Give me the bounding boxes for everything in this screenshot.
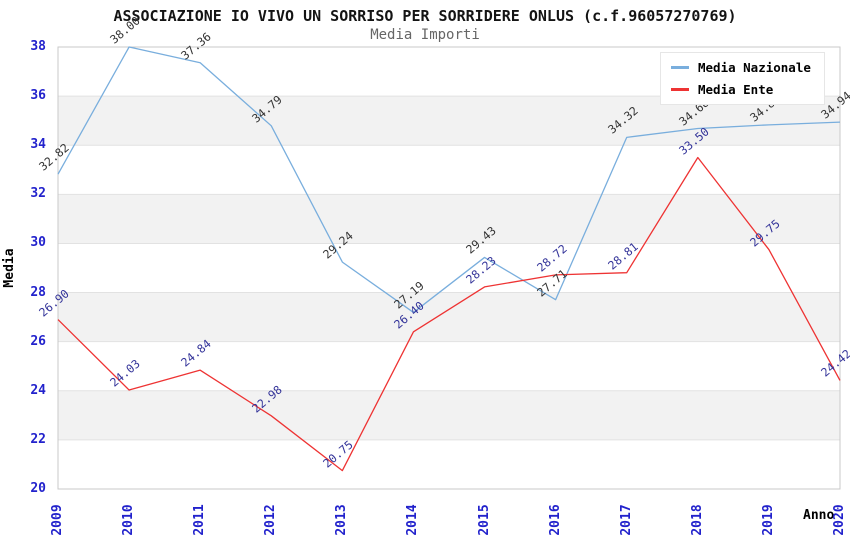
x-tick-label: 2014 [405, 504, 421, 536]
legend-item: Media Nazionale [671, 60, 811, 75]
y-tick-label: 20 [30, 481, 46, 496]
x-tick-label: 2020 [832, 504, 847, 536]
x-tick-label: 2013 [334, 504, 350, 536]
x-tick-label: 2011 [192, 504, 208, 536]
y-tick-label: 24 [30, 382, 46, 398]
chart-title: ASSOCIAZIONE IO VIVO UN SORRISO PER SORR… [113, 7, 737, 25]
chart-subtitle: Media Importi [370, 27, 480, 43]
legend-item: Media Ente [671, 82, 811, 97]
legend-label: Media Ente [698, 82, 774, 97]
x-axis-title: Anno [803, 508, 835, 523]
legend-line-swatch-icon [671, 88, 689, 91]
y-tick-label: 22 [30, 431, 46, 447]
y-tick-label: 36 [30, 88, 46, 104]
legend-label: Media Nazionale [698, 60, 811, 75]
legend: Media Nazionale Media Ente [660, 52, 825, 105]
y-tick-label: 28 [30, 284, 46, 300]
x-tick-label: 2010 [121, 504, 137, 536]
y-tick-label: 26 [30, 333, 46, 349]
x-tick-label: 2015 [476, 504, 492, 536]
y-tick-label: 32 [30, 186, 46, 202]
y-tick-label: 30 [30, 235, 46, 251]
x-tick-label: 2017 [618, 504, 634, 536]
y-tick-label: 34 [30, 137, 46, 153]
x-tick-label: 2018 [689, 504, 705, 536]
x-tick-label: 2012 [263, 504, 279, 536]
y-tick-label: 38 [30, 39, 46, 54]
x-tick-label: 2019 [760, 504, 776, 536]
x-tick-label: 2009 [50, 504, 65, 536]
legend-line-swatch-icon [671, 66, 689, 69]
x-tick-label: 2016 [547, 504, 563, 536]
